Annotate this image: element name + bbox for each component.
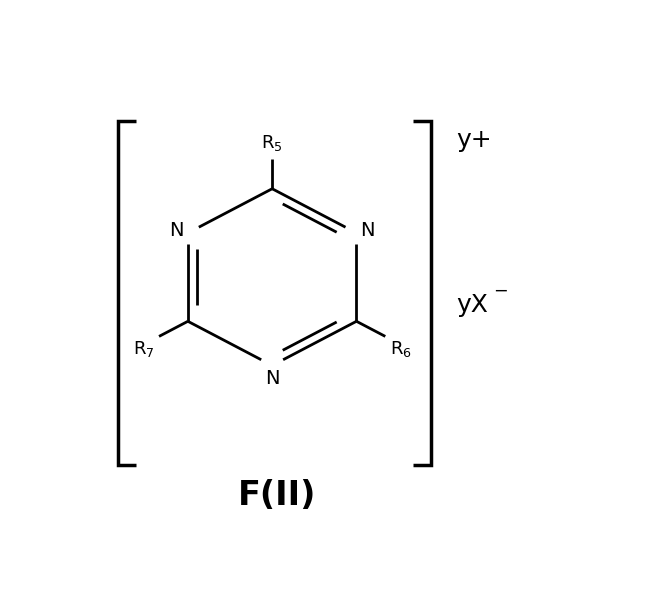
Text: R$_7$: R$_7$ [133,339,154,359]
Text: F(II): F(II) [238,479,317,512]
Text: N: N [360,221,375,240]
Text: R$_5$: R$_5$ [261,133,283,153]
Text: −: − [494,282,508,300]
Text: yX: yX [457,293,488,317]
Text: y+: y+ [457,128,492,152]
Text: N: N [169,221,184,240]
Text: R$_6$: R$_6$ [390,339,412,359]
Text: N: N [265,369,280,388]
